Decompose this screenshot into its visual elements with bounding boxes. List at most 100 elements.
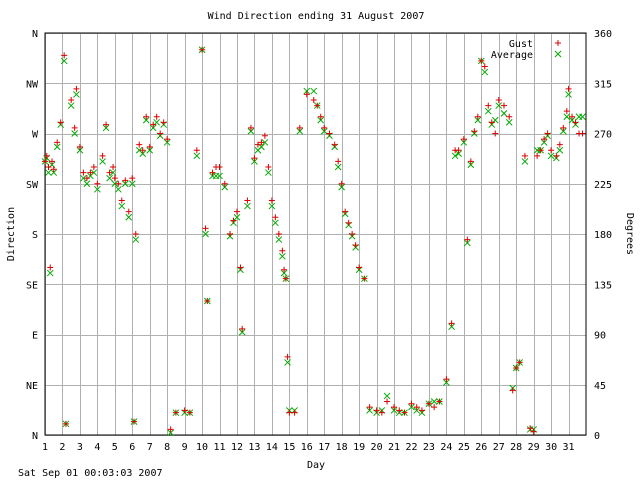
gust-point <box>202 225 209 232</box>
average-point <box>73 91 80 98</box>
gust-point <box>181 407 188 414</box>
gust-point <box>331 141 338 148</box>
x-tick-label: 3 <box>77 442 83 453</box>
gust-point <box>530 428 537 435</box>
gust-point <box>471 128 478 135</box>
gust-point <box>54 139 61 146</box>
gust-point <box>45 164 52 170</box>
gust-point <box>391 404 398 411</box>
gust-point <box>275 231 282 237</box>
gust-point <box>425 400 432 407</box>
average-point <box>317 116 325 124</box>
x-tick-label: 16 <box>301 442 313 453</box>
x-tick-label: 11 <box>213 442 225 453</box>
gust-point <box>560 124 567 131</box>
x-tick-label: 15 <box>283 442 295 453</box>
right-axis-ticks: 0 45 90 135 180 225 270 315 360 <box>594 29 612 442</box>
average-point <box>261 139 269 146</box>
gust-point <box>94 180 101 187</box>
gust-point <box>103 121 110 128</box>
gust-point <box>485 102 492 109</box>
x-tick-label: 31 <box>563 442 575 453</box>
average-point <box>320 127 328 135</box>
gust-point <box>356 264 363 271</box>
gust-point <box>431 404 438 411</box>
average-point <box>547 152 555 160</box>
average-point <box>132 236 140 243</box>
gust-point <box>565 85 572 92</box>
average-point <box>500 110 508 117</box>
average-point <box>284 359 291 366</box>
gust-point <box>47 264 54 271</box>
gust-point <box>73 85 80 92</box>
gust-point <box>448 320 455 327</box>
average-point <box>463 239 471 247</box>
average-point <box>559 127 567 135</box>
average-point <box>139 150 147 157</box>
average-point <box>448 323 455 331</box>
average-point <box>495 102 503 109</box>
gust-point <box>335 158 342 165</box>
average-point <box>244 202 251 210</box>
average-point <box>53 143 61 151</box>
average-point <box>484 107 492 115</box>
average-point <box>251 158 258 165</box>
average-point <box>540 139 548 146</box>
gust-point <box>455 147 462 154</box>
average-point <box>149 124 157 132</box>
right-tick-label: 360 <box>594 29 612 40</box>
gust-point <box>541 136 548 143</box>
x-tick-label: 30 <box>545 442 557 453</box>
gust-point <box>136 141 143 148</box>
average-point <box>46 269 54 277</box>
right-tick-label: 180 <box>594 230 612 241</box>
gust-point <box>296 124 303 131</box>
gust-point <box>513 365 520 371</box>
average-point <box>247 127 255 135</box>
average-point <box>202 230 209 238</box>
gust-point <box>521 152 528 159</box>
average-point <box>60 57 68 65</box>
gust-point <box>373 407 380 414</box>
gust-point <box>80 169 87 176</box>
average-point <box>474 116 482 124</box>
average-point <box>50 169 58 176</box>
legend-gust-symbol <box>555 40 561 46</box>
average-point <box>390 407 398 414</box>
gust-point <box>244 197 251 204</box>
x-tick-label: 21 <box>388 442 400 453</box>
gust-point <box>317 113 324 120</box>
x-tick-label: 1 <box>42 442 48 453</box>
gust-point <box>537 147 544 154</box>
average-point <box>45 169 52 176</box>
gust-point <box>237 264 244 271</box>
average-point <box>163 139 171 146</box>
x-tick-label: 26 <box>475 442 487 453</box>
x-tick-label: 20 <box>371 442 383 453</box>
gust-point <box>125 208 132 215</box>
gust-point <box>474 113 481 120</box>
gust-point <box>216 164 223 170</box>
average-point <box>451 152 459 160</box>
average-point <box>238 328 246 336</box>
gust-point <box>310 97 317 103</box>
y-axis-label-right: Degrees <box>624 213 635 255</box>
gust-point <box>186 409 193 416</box>
average-point <box>278 252 286 260</box>
x-tick-label: 5 <box>112 442 118 453</box>
average-point <box>125 213 133 221</box>
average-point <box>109 169 117 176</box>
left-tick-label: SW <box>26 180 39 191</box>
gust-point <box>492 130 499 137</box>
gust-point <box>42 158 48 165</box>
grid <box>45 33 586 436</box>
average-point <box>142 116 150 124</box>
gust-point <box>284 353 291 360</box>
gust-point <box>43 152 50 159</box>
gust-point <box>338 180 345 187</box>
gust-point <box>209 169 216 176</box>
left-tick-label: N <box>32 29 38 40</box>
right-tick-label: 225 <box>594 180 612 191</box>
average-point <box>334 163 342 171</box>
gust-point <box>164 136 171 143</box>
